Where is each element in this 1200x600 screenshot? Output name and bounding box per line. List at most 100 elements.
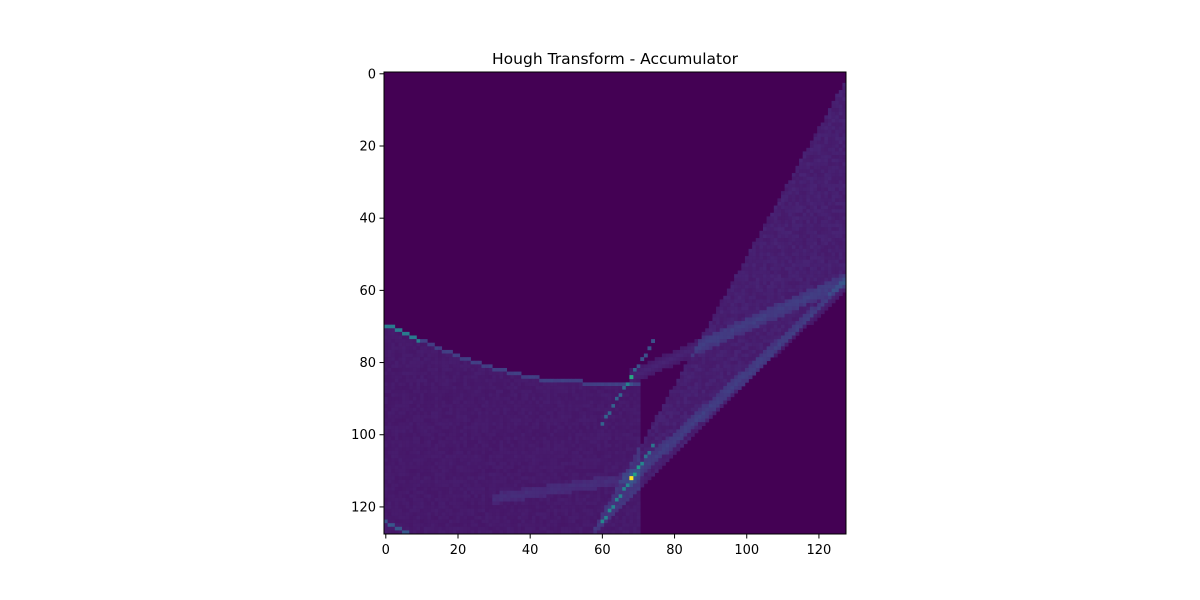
heatmap-cell: [575, 494, 579, 498]
heatmap-cell: [525, 491, 529, 495]
heatmap-cell: [601, 437, 605, 441]
heatmap-cell: [424, 491, 428, 495]
heatmap-cell: [658, 447, 662, 451]
heatmap-cell: [449, 480, 453, 484]
heatmap-cell: [824, 285, 828, 289]
heatmap-cell: [489, 379, 493, 383]
heatmap-cell: [814, 141, 818, 145]
heatmap-cell: [770, 274, 774, 278]
heatmap-cell: [839, 274, 843, 278]
heatmap-cell: [821, 249, 825, 253]
heatmap-cell: [456, 393, 460, 397]
heatmap-cell: [474, 411, 478, 415]
heatmap-cell: [633, 451, 637, 455]
heatmap-cell: [579, 465, 583, 469]
heatmap-cell: [503, 368, 507, 372]
heatmap-cell: [456, 458, 460, 462]
heatmap-cell: [539, 455, 543, 459]
heatmap-cell: [814, 198, 818, 202]
heatmap-cell: [756, 267, 760, 271]
heatmap-cell: [741, 307, 745, 311]
heatmap-cell: [478, 480, 482, 484]
heatmap-cell: [398, 357, 402, 361]
heatmap-cell: [583, 408, 587, 412]
heatmap-cell: [445, 455, 449, 459]
heatmap-cell: [438, 354, 442, 358]
heatmap-cell: [453, 502, 457, 506]
heatmap-cell: [528, 440, 532, 444]
heatmap-cell: [821, 184, 825, 188]
heatmap-cell: [568, 473, 572, 477]
heatmap-cell: [824, 115, 828, 119]
heatmap-cell: [453, 469, 457, 473]
heatmap-cell: [814, 278, 818, 282]
heatmap-cell: [471, 462, 475, 466]
heatmap-cell: [749, 296, 753, 300]
heatmap-cell: [388, 393, 392, 397]
heatmap-cell: [435, 451, 439, 455]
heatmap-cell: [489, 419, 493, 423]
heatmap-cell: [445, 379, 449, 383]
heatmap-cell: [666, 357, 670, 361]
heatmap-cell: [687, 382, 691, 386]
heatmap-cell: [532, 400, 536, 404]
heatmap-cell: [680, 404, 684, 408]
heatmap-cell: [608, 411, 612, 415]
heatmap-cell: [770, 267, 774, 271]
heatmap-cell: [503, 491, 507, 495]
heatmap-cell: [518, 422, 522, 426]
heatmap-cell: [691, 372, 695, 376]
heatmap-cell: [463, 386, 467, 390]
heatmap-cell: [741, 303, 745, 307]
heatmap-cell: [759, 325, 763, 329]
heatmap-cell: [806, 231, 810, 235]
heatmap-cell: [828, 144, 832, 148]
heatmap-cell: [507, 455, 511, 459]
heatmap-cell: [568, 382, 572, 386]
heatmap-cell: [814, 184, 818, 188]
heatmap-cell: [586, 473, 590, 477]
heatmap-cell: [633, 400, 637, 404]
heatmap-cell: [770, 296, 774, 300]
heatmap-cell: [546, 404, 550, 408]
heatmap-cell: [500, 368, 504, 372]
heatmap-cell: [398, 487, 402, 491]
heatmap-cell: [431, 375, 435, 379]
heatmap-cell: [756, 332, 760, 336]
heatmap-cell: [532, 415, 536, 419]
heatmap-cell: [413, 419, 417, 423]
heatmap-cell: [709, 386, 713, 390]
heatmap-cell: [803, 180, 807, 184]
heatmap-cell: [424, 512, 428, 516]
heatmap-cell: [575, 440, 579, 444]
heatmap-cell: [445, 440, 449, 444]
heatmap-cell: [626, 444, 630, 448]
heatmap-cell: [554, 440, 558, 444]
heatmap-cell: [445, 386, 449, 390]
heatmap-cell: [828, 260, 832, 264]
heatmap-cell: [485, 415, 489, 419]
heatmap-cell: [438, 346, 442, 350]
heatmap-cell: [398, 498, 402, 502]
heatmap-cell: [583, 465, 587, 469]
heatmap-cell: [507, 487, 511, 491]
heatmap-cell: [799, 263, 803, 267]
heatmap-cell: [420, 473, 424, 477]
heatmap-cell: [745, 346, 749, 350]
heatmap-cell: [467, 400, 471, 404]
heatmap-cell: [583, 415, 587, 419]
heatmap-cell: [427, 386, 431, 390]
heatmap-cell: [593, 429, 597, 433]
heatmap-cell: [788, 263, 792, 267]
heatmap-cell: [626, 393, 630, 397]
heatmap-cell: [431, 426, 435, 430]
heatmap-cell: [716, 408, 720, 412]
heatmap-cell: [388, 419, 392, 423]
heatmap-cell: [611, 397, 615, 401]
heatmap-cell: [806, 169, 810, 173]
heatmap-cell: [575, 411, 579, 415]
heatmap-cell: [546, 509, 550, 513]
heatmap-cell: [449, 375, 453, 379]
heatmap-cell: [586, 404, 590, 408]
heatmap-cell: [734, 281, 738, 285]
